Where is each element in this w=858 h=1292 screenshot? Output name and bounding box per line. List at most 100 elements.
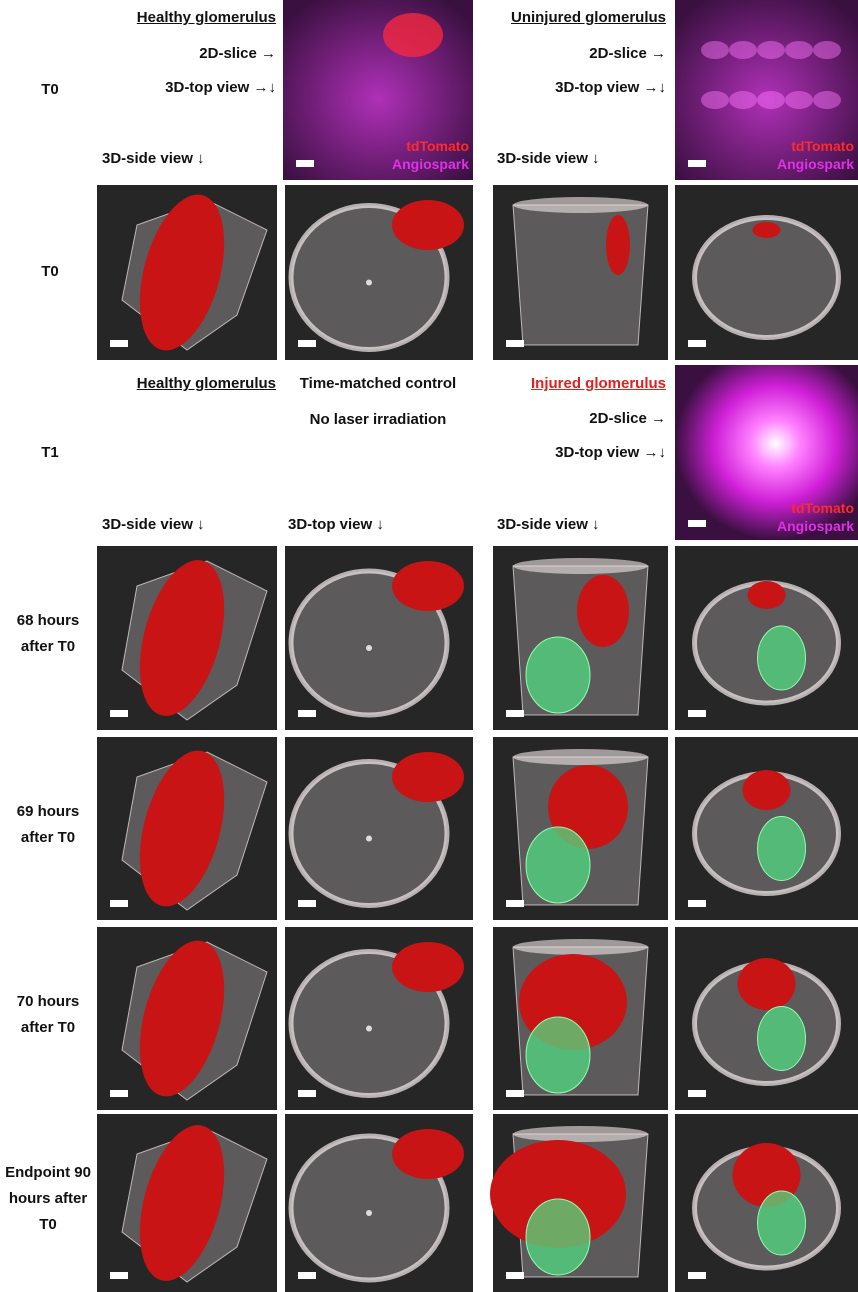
microscopy-image: [675, 365, 858, 540]
scale-bar: [688, 900, 706, 907]
glomerulus-top: [513, 1126, 648, 1142]
scale-bar: [298, 1272, 316, 1279]
red-signal: [383, 13, 443, 57]
podocyte: [392, 942, 464, 992]
capillary: [701, 91, 729, 109]
section-title: Uninjured glomerulus: [510, 9, 666, 26]
scale-bar: [506, 340, 524, 347]
injury-region: [525, 636, 591, 714]
row-label: after T0: [20, 638, 76, 655]
glomerulus-top: [513, 749, 648, 765]
podocyte: [747, 581, 786, 609]
center-dot: [366, 645, 372, 651]
capillary: [757, 41, 785, 59]
view-label: 2D-slice →: [199, 45, 276, 62]
scale-bar: [688, 160, 706, 167]
channel-label: tdTomato: [791, 500, 854, 516]
capillary: [701, 41, 729, 59]
podocyte: [139, 1125, 225, 1281]
scale-bar: [110, 1272, 128, 1279]
podocyte: [752, 222, 781, 238]
column-header: 3D-side view ↓: [497, 516, 600, 533]
scale-bar: [296, 160, 314, 167]
view-label: 3D-side view ↓: [497, 150, 600, 167]
podocyte: [742, 770, 791, 810]
view-label: 3D-top view →↓: [555, 79, 666, 96]
view-label: 2D-slice →: [589, 410, 666, 427]
row-label: T1: [41, 444, 59, 461]
glomerulus-surface: [692, 215, 841, 340]
scale-bar: [506, 1272, 524, 1279]
row-label: hours after: [8, 1190, 88, 1207]
injury-region: [757, 816, 806, 881]
section-title: Healthy glomerulus: [136, 9, 276, 26]
scale-bar: [298, 900, 316, 907]
column-header: 3D-side view ↓: [102, 516, 205, 533]
row-label: 70 hours: [16, 992, 80, 1010]
scale-bar: [110, 710, 128, 717]
scale-bar: [506, 710, 524, 717]
podocyte: [392, 1129, 464, 1179]
podocyte: [392, 561, 464, 611]
channel-label: tdTomato: [406, 138, 469, 154]
injury-region: [525, 1198, 591, 1276]
channel-label: Angiospark: [391, 156, 469, 172]
center-dot: [366, 279, 372, 286]
scale-bar: [298, 710, 316, 717]
podocyte: [139, 194, 225, 351]
capillary: [757, 91, 785, 109]
podocyte: [577, 575, 629, 647]
glomerulus-surface: [512, 204, 649, 346]
scale-bar: [110, 340, 128, 347]
section-title: Injured glomerulus: [530, 375, 666, 392]
scale-bar: [110, 900, 128, 907]
podocyte: [392, 200, 464, 250]
capillary: [785, 91, 813, 109]
podocyte: [606, 215, 630, 275]
render-image: [675, 185, 858, 360]
scale-bar: [688, 710, 706, 717]
row-label: Endpoint 90: [5, 1164, 91, 1181]
podocyte: [139, 750, 225, 907]
scale-bar: [110, 1090, 128, 1097]
channel-label: Angiospark: [776, 156, 854, 172]
podocyte: [139, 940, 225, 1097]
center-dot: [366, 1210, 372, 1216]
view-label: 3D-top view →↓: [555, 444, 666, 461]
scale-bar: [688, 340, 706, 347]
scale-bar: [688, 1090, 706, 1097]
podocyte: [490, 1140, 626, 1248]
row-label: T0: [41, 81, 59, 98]
view-label: 3D-side view ↓: [102, 150, 205, 167]
view-label: 2D-slice →: [589, 45, 666, 62]
glomerulus-top: [513, 558, 648, 574]
row-label: T0: [41, 263, 59, 280]
podocyte: [737, 958, 796, 1010]
center-dot: [366, 835, 372, 842]
scale-bar: [298, 1090, 316, 1097]
scale-bar: [298, 340, 316, 347]
injury-region: [525, 826, 591, 904]
glomerulus-top: [513, 939, 648, 955]
podocyte: [139, 560, 225, 716]
view-label: 3D-top view →↓: [165, 79, 276, 96]
row-label: T0: [39, 1216, 57, 1233]
injury-region: [757, 625, 806, 691]
glomerulus-surface: [288, 568, 450, 718]
podocyte: [548, 765, 628, 849]
capillary: [729, 41, 757, 59]
scale-bar: [506, 1090, 524, 1097]
injury-region: [757, 1006, 806, 1071]
channel-label: tdTomato: [791, 138, 854, 154]
injury-region: [525, 1016, 591, 1094]
center-dot: [366, 1025, 372, 1032]
capillary: [729, 91, 757, 109]
capillary: [813, 91, 841, 109]
column-header: 3D-top view ↓: [288, 516, 384, 533]
capillary: [785, 41, 813, 59]
row-label: after T0: [20, 1018, 76, 1036]
scale-bar: [506, 900, 524, 907]
row-label: 68 hours: [16, 612, 80, 629]
glomerulus-top: [513, 197, 648, 213]
